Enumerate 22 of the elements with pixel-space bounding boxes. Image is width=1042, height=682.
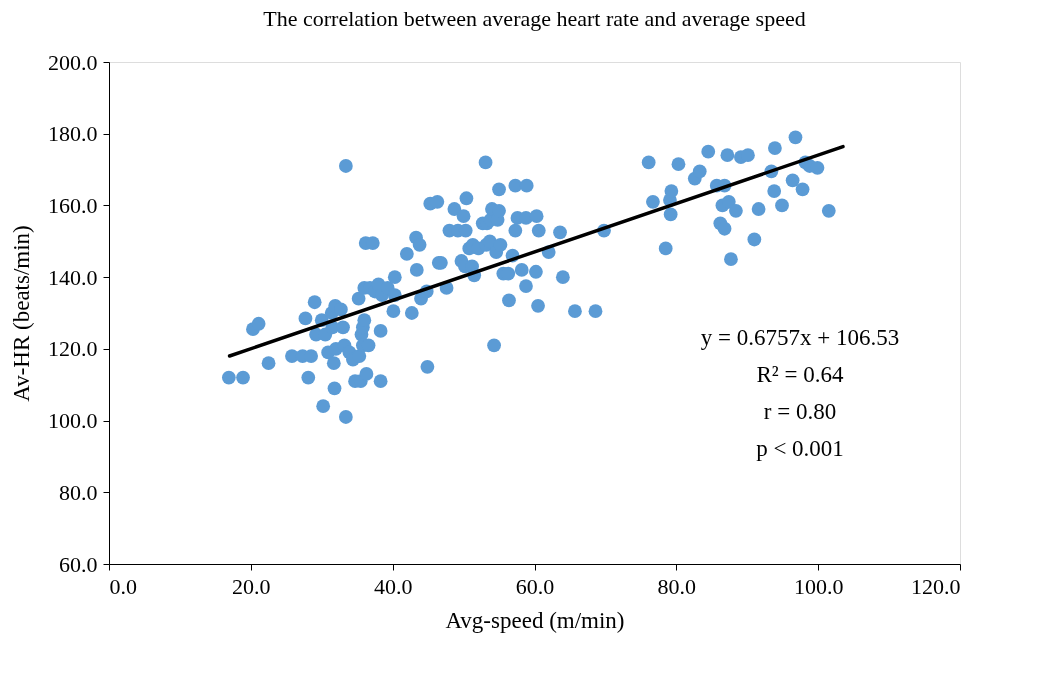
y-tick-label: 120.0 <box>48 336 98 362</box>
y-tick-label: 140.0 <box>48 264 98 290</box>
x-tick-label: 0.0 <box>109 573 137 599</box>
y-axis-title: Av-HR (beats/min) <box>9 225 34 402</box>
y-tick-label: 100.0 <box>48 408 98 434</box>
x-tick-label: 40.0 <box>373 573 413 599</box>
annotation: y = 0.6757x + 106.53 <box>700 325 900 350</box>
y-tick-label: 200.0 <box>48 49 98 75</box>
y-tick-label: 60.0 <box>59 551 98 577</box>
annotation: p < 0.001 <box>756 436 844 461</box>
chart-title: The correlation between average heart rate and average speed <box>263 6 806 31</box>
x-tick-label: 120.0 <box>911 573 961 599</box>
y-tick-label: 180.0 <box>48 121 98 147</box>
y-tick-label: 80.0 <box>59 479 98 505</box>
x-tick-label: 20.0 <box>232 573 271 599</box>
x-tick-label: 60.0 <box>515 573 555 599</box>
x-tick-label: 80.0 <box>657 573 697 599</box>
x-axis-title: Avg-speed (m/min) <box>445 607 625 633</box>
x-tick-label: 100.0 <box>793 573 844 599</box>
y-tick-label: 160.0 <box>48 192 98 218</box>
annotation: R² = 0.64 <box>756 362 844 387</box>
annotation: r = 0.80 <box>763 399 837 424</box>
